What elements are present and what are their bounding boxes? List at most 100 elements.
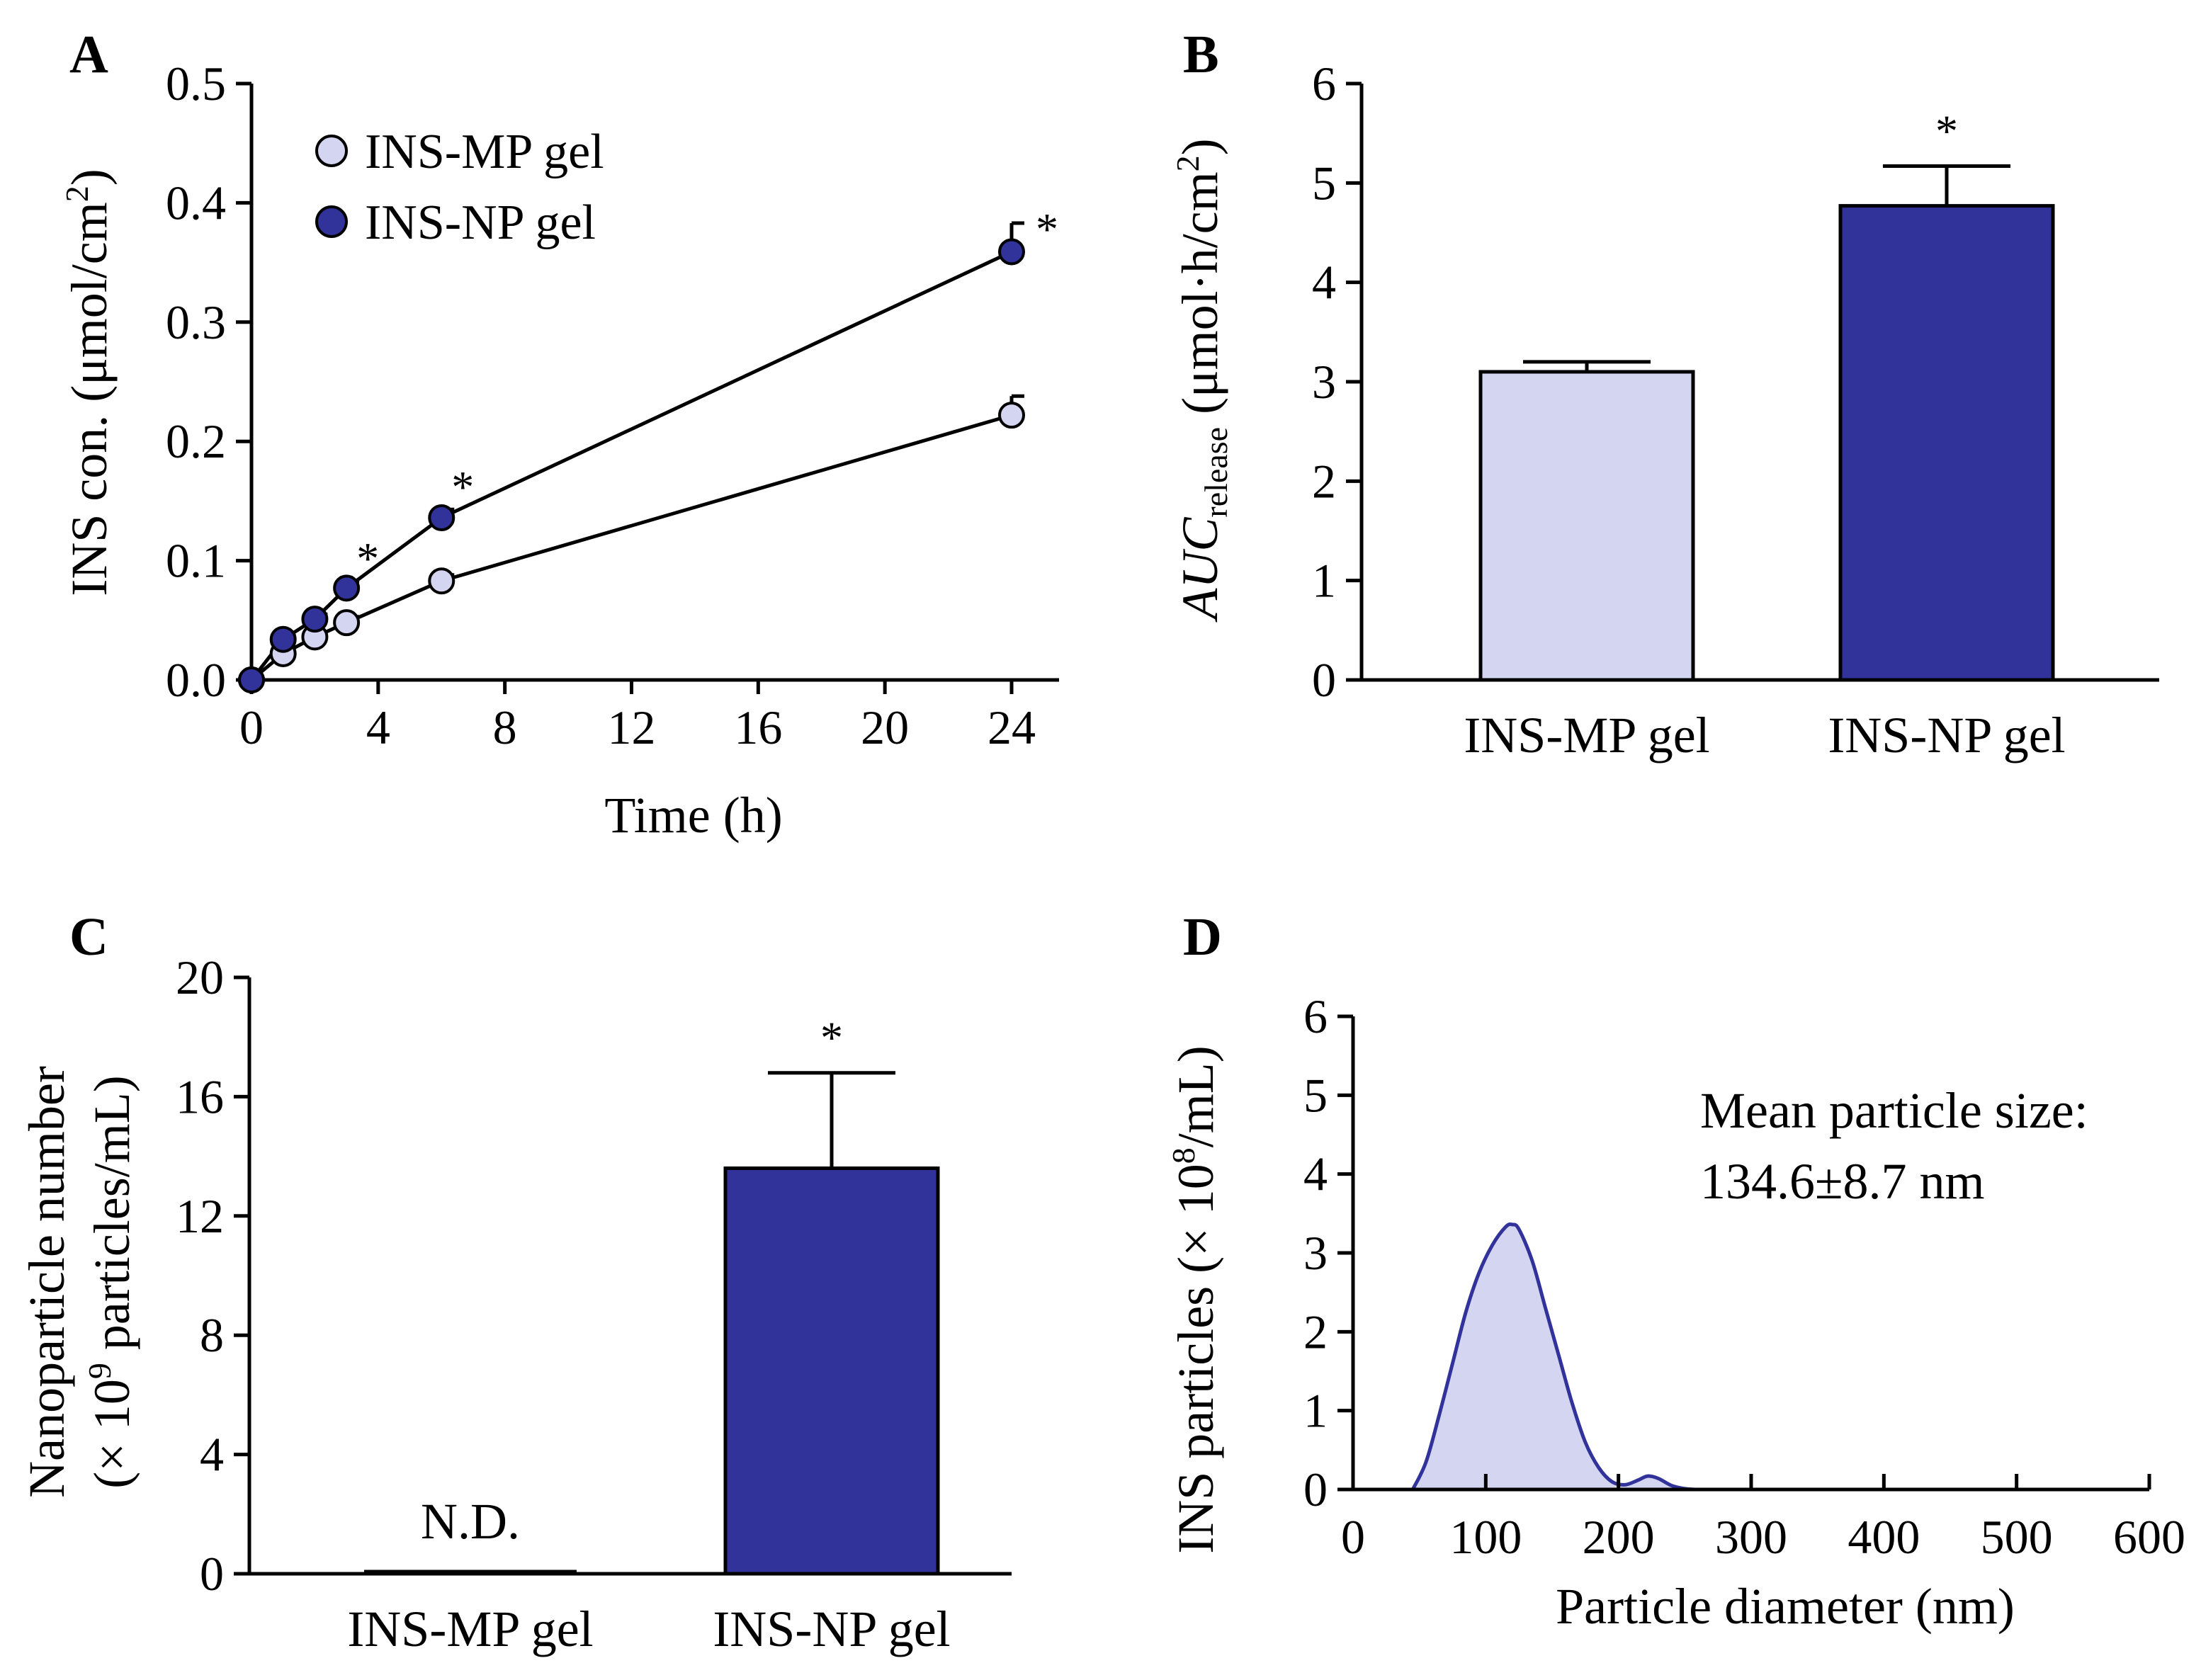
panel-d-letter: D [1183,907,1222,967]
panel-a-x-tick-label: 4 [366,700,390,754]
panel-b-y-tick-label: 2 [1312,454,1336,508]
panel-a-y-tick-label: 0.3 [166,295,226,349]
panel-a-x-tick-label: 20 [861,700,909,754]
legend-marker-mp [315,135,348,167]
panel-a-significance-star: * [451,462,474,512]
panel-d-y-tick-label: 6 [1303,989,1328,1043]
panel-d-x-tick-label: 600 [2113,1510,2185,1564]
panel-a-x-tick-label: 16 [734,700,782,754]
panel-c-y-tick-label: 8 [200,1308,224,1362]
panel-a-significance-marks: * * * [356,204,1058,584]
panel-b-y-axis-label: AUCrelease (μmol·h/cm2) [1170,138,1234,622]
panel-b-bar-np [1838,204,2055,682]
panel-a-y-tick-label: 0.1 [166,534,226,588]
panel-c-significance-marks: N.D. * [421,1013,843,1550]
panel-a-significance-star: * [1036,204,1058,254]
panel-d-x-tick-label: 300 [1715,1510,1787,1564]
panel-d-x-tick-label: 100 [1449,1510,1522,1564]
panel-a-point-np [998,238,1025,266]
panel-c-error-bars [768,1071,895,1169]
panel-d-y-tick-label: 5 [1303,1068,1328,1122]
panel-c-significance-star: * [820,1013,843,1063]
panel-a-x-axis-label: Time (h) [604,787,782,844]
panel-d-axes: 0 1 2 3 4 5 6 0 100 200 300 400 500 600 [1303,989,2185,1564]
panel-a-significance-star: * [356,533,379,584]
panel-a-x-tick-label: 12 [608,700,656,754]
panel-a-letter: A [69,25,108,84]
panel-b-bars [1478,204,2055,682]
panel-b-y-tick-label: 3 [1312,355,1336,409]
panel-a-point-mp [428,567,456,595]
panel-a-y-tick-label: 0.0 [166,653,226,707]
panel-a-y-tick-label: 0.2 [166,414,226,468]
panel-b-category-label: INS-NP gel [1828,707,2065,764]
panel-d-distribution-fill [1413,1224,1696,1489]
panel-d-y-axis-label: INS particles (× 108/mL) [1165,1045,1224,1553]
panel-d-annotation-line2: 134.6±8.7 nm [1700,1153,1985,1210]
panel-b-letter: B [1183,25,1219,84]
panel-d-x-tick-label: 400 [1848,1510,1920,1564]
panel-a-x-tick-label: 24 [988,700,1036,754]
panel-a-x-tick-label: 8 [493,700,517,754]
panel-d-x-tick-label: 0 [1341,1510,1365,1564]
panel-c-category-label: INS-NP gel [713,1601,950,1657]
panel-d-y-tick-label: 2 [1303,1305,1328,1358]
panel-a-series-lines [250,250,1013,681]
panel-b-y-tick-label: 6 [1312,57,1336,110]
panel-d-x-tick-label: 200 [1583,1510,1655,1564]
panel-a-point-np [428,504,456,531]
panel-a-point-mp [333,609,361,637]
panel-a-point-np [238,666,265,693]
panel-d-distribution-curve [1411,1222,1696,1492]
panel-a-x-tick-label: 0 [239,700,264,754]
panel-b-bar-mp [1478,370,1695,682]
panel-a-point-mp [998,402,1025,429]
panel-b-axes: INS-MP gel INS-NP gel 0 1 2 3 4 5 6 [1312,57,2159,764]
panel-a-point-np [333,574,361,602]
panel-d-x-axis-label: Particle diameter (nm) [1556,1578,2015,1635]
panel-c-y-axis-label-line1: Nanoparticle number [18,1066,75,1498]
panel-c-bars [364,1166,940,1576]
panel-b-y-tick-label: 4 [1312,256,1336,310]
panel-b-y-tick-label: 0 [1312,653,1336,707]
panel-c-category-label: INS-MP gel [347,1601,593,1657]
panel-b-significance-marks: * [1935,106,1958,156]
panel-b-significance-star: * [1935,106,1958,156]
panel-c-letter: C [69,907,108,967]
panel-d-x-tick-label: 500 [1981,1510,2053,1564]
panel-d-y-tick-label: 0 [1303,1463,1328,1516]
panel-b-error-bars [1523,164,2010,372]
panel-d-y-tick-label: 4 [1303,1147,1328,1201]
panel-c-bar-chart: C INS-MP gel INS-NP gel 0 4 8 12 16 20 N.D. * Na… [18,907,1012,1657]
panel-c-y-tick-label: 4 [200,1428,224,1482]
panel-b-category-label: INS-MP gel [1464,707,1709,764]
panel-c-y-tick-label: 16 [176,1069,224,1123]
panel-a-data-points [238,238,1025,693]
panel-d-annotation-line1: Mean particle size: [1700,1082,2088,1139]
panel-a-point-np [301,606,329,633]
legend-marker-np [315,205,348,238]
panel-a-y-axis-label: INS con. (μmol/cm2) [59,169,118,596]
panel-c-y-tick-label: 12 [176,1189,224,1243]
panel-a-axes: 0.0 0.1 0.2 0.3 0.4 0.5 0 4 8 12 16 20 24 [166,57,1059,754]
panel-a-line-chart: A 0.0 0.1 0.2 0.3 0.4 0.5 0 4 8 12 16 20 24 * * * INS-… [59,25,1059,844]
panel-d-area-chart: D 0 1 2 3 4 5 6 0 100 200 300 400 500 600 Mean partic… [1165,907,2185,1635]
panel-b-bar-chart: B INS-MP gel INS-NP gel 0 1 2 3 4 5 6 * AUCrelea… [1170,25,2159,764]
panel-d-y-tick-label: 3 [1303,1226,1328,1280]
panel-c-bar-np [723,1166,940,1576]
panel-a-y-tick-label: 0.5 [166,57,226,110]
panel-b-y-tick-label: 5 [1312,156,1336,210]
panel-d-y-tick-label: 1 [1303,1384,1328,1438]
panel-a-point-np [269,625,297,653]
panel-b-y-tick-label: 1 [1312,554,1336,608]
legend-label-mp: INS-MP gel [365,125,604,179]
legend-label-np: INS-NP gel [365,195,596,250]
panel-a-error-bars [281,221,1024,654]
panel-c-axes: INS-MP gel INS-NP gel 0 4 8 12 16 20 [176,950,1012,1657]
panel-a-legend: INS-MP gel INS-NP gel [315,125,604,250]
panel-c-bar-label: N.D. [421,1493,520,1550]
panel-c-y-axis-label-line2: (× 109 particles/mL) [81,1075,140,1488]
panel-a-y-tick-label: 0.4 [166,176,226,229]
panel-c-y-tick-label: 0 [200,1547,224,1601]
